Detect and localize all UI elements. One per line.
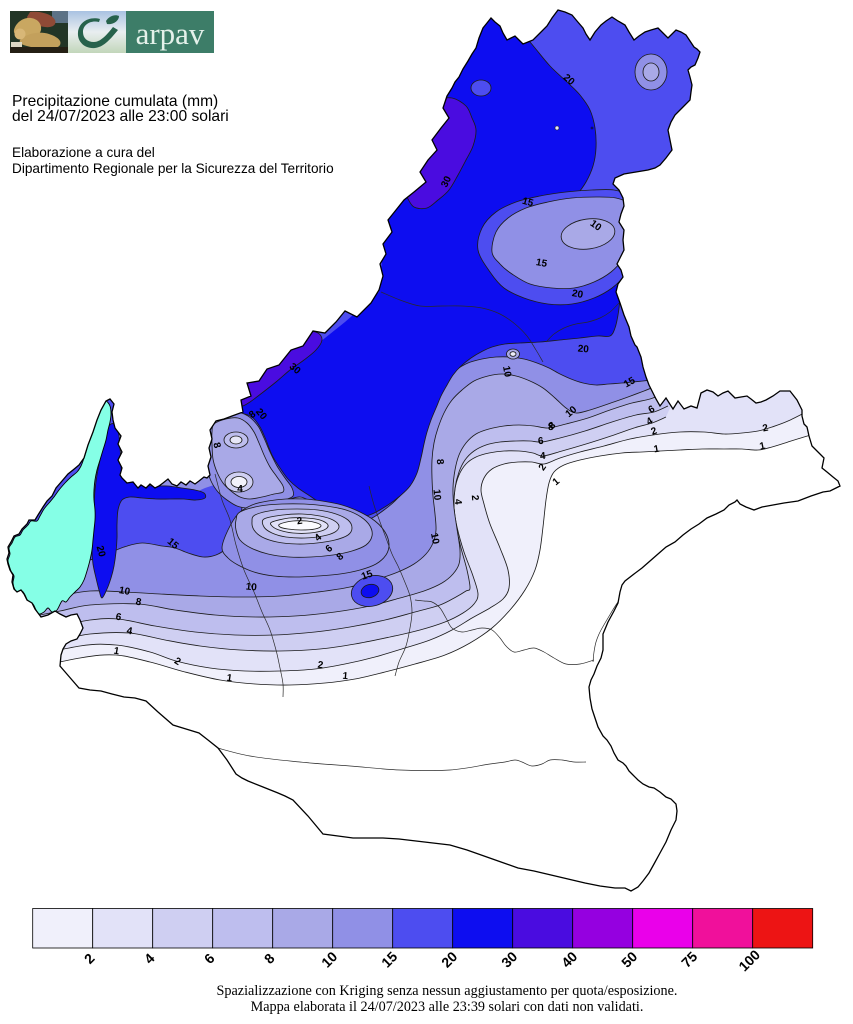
svg-text:1: 1 <box>226 673 233 685</box>
svg-text:2: 2 <box>469 495 480 502</box>
svg-text:1: 1 <box>653 444 661 456</box>
svg-text:8: 8 <box>548 422 555 433</box>
svg-text:4: 4 <box>645 415 656 428</box>
svg-text:Precipitazione cumulata (mm): Precipitazione cumulata (mm) <box>12 93 218 110</box>
svg-text:4: 4 <box>540 451 547 462</box>
svg-text:20: 20 <box>438 948 460 970</box>
svg-text:2: 2 <box>650 425 659 437</box>
svg-text:4: 4 <box>237 484 243 495</box>
svg-text:10: 10 <box>245 582 257 594</box>
svg-text:2: 2 <box>317 660 324 672</box>
svg-text:10: 10 <box>431 489 443 501</box>
svg-text:40: 40 <box>558 948 580 970</box>
svg-text:4: 4 <box>313 532 325 544</box>
svg-text:8: 8 <box>210 441 222 450</box>
svg-text:20: 20 <box>571 288 584 301</box>
svg-text:1: 1 <box>342 671 349 682</box>
svg-text:2: 2 <box>81 950 98 967</box>
svg-text:6: 6 <box>538 436 545 447</box>
svg-text:2: 2 <box>172 656 183 669</box>
svg-text:15: 15 <box>521 196 535 210</box>
svg-text:6: 6 <box>647 403 658 416</box>
svg-text:6: 6 <box>201 950 218 967</box>
svg-text:2: 2 <box>537 462 549 473</box>
svg-text:10: 10 <box>318 948 340 970</box>
svg-text:20: 20 <box>577 344 589 356</box>
svg-text:10: 10 <box>500 365 513 378</box>
svg-text:Elaborazione a cura del: Elaborazione a cura del <box>12 145 155 160</box>
svg-text:Mappa elaborata il 24/07/2023: Mappa elaborata il 24/07/2023 alle 23:39… <box>251 999 644 1015</box>
svg-text:2: 2 <box>296 516 303 528</box>
svg-text:1: 1 <box>759 441 767 453</box>
svg-text:Dipartimento Regionale per la: Dipartimento Regionale per la Sicurezza … <box>12 161 334 176</box>
svg-text:20: 20 <box>94 545 108 559</box>
svg-text:8: 8 <box>335 551 347 563</box>
svg-text:10: 10 <box>118 585 131 598</box>
svg-text:2: 2 <box>762 423 770 435</box>
svg-text:4: 4 <box>141 950 158 967</box>
svg-text:10: 10 <box>428 532 441 545</box>
svg-text:30: 30 <box>498 948 520 970</box>
svg-text:1: 1 <box>551 476 563 488</box>
svg-text:del 24/07/2023 alle 23:00 sola: del 24/07/2023 alle 23:00 solari <box>12 108 229 125</box>
svg-text:arpav: arpav <box>136 16 205 51</box>
svg-text:15: 15 <box>535 257 548 270</box>
svg-text:6: 6 <box>324 543 336 555</box>
svg-text:4: 4 <box>126 626 134 638</box>
svg-text:6: 6 <box>115 612 123 624</box>
svg-text:75: 75 <box>678 948 700 970</box>
svg-text:8: 8 <box>547 420 559 432</box>
svg-text:100: 100 <box>735 946 763 974</box>
svg-text:1: 1 <box>113 646 121 658</box>
svg-text:4: 4 <box>452 499 463 506</box>
svg-text:15: 15 <box>378 948 400 970</box>
svg-text:30: 30 <box>439 174 454 189</box>
svg-text:15: 15 <box>360 568 375 582</box>
svg-text:50: 50 <box>618 948 640 970</box>
svg-text:8: 8 <box>261 950 278 967</box>
svg-text:8: 8 <box>434 459 445 466</box>
svg-text:8: 8 <box>135 597 143 609</box>
svg-text:8: 8 <box>247 409 258 421</box>
svg-text:Spazializzazione con Kriging s: Spazializzazione con Kriging senza nessu… <box>217 983 678 999</box>
svg-text:15: 15 <box>622 375 638 390</box>
